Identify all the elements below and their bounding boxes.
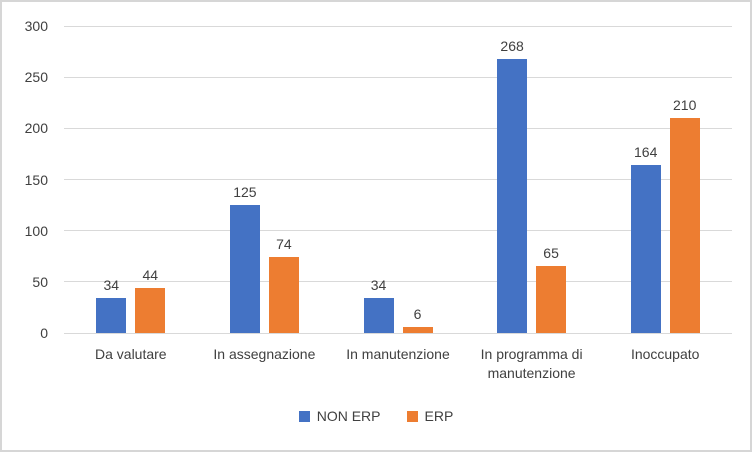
legend-swatch-non-erp [298, 410, 310, 422]
bar-non-erp-in-assegnazione [229, 205, 260, 333]
bar-non-erp-in-manutenzione [363, 298, 394, 333]
data-label-erp-inoccupato: 210 [673, 97, 697, 114]
y-axis-tick-200: 200 [24, 120, 48, 137]
data-label-non-erp-da-valutare: 34 [103, 277, 120, 294]
data-label-erp-in-programma-di-manutenzione: 65 [543, 245, 559, 262]
gridline-0 [64, 332, 732, 334]
data-label-non-erp-in-programma-di-manutenzione: 268 [500, 37, 524, 54]
data-label-non-erp-in-assegnazione: 125 [233, 184, 257, 201]
gridline-250 [64, 76, 732, 78]
category-label-in-assegnazione: In assegnazione [213, 346, 316, 362]
gridline-100 [64, 230, 732, 232]
bar-erp-in-assegnazione [268, 257, 299, 333]
legend-label-non-erp: NON ERP [316, 408, 381, 424]
gridline-150 [64, 179, 732, 180]
y-axis-tick-150: 150 [24, 171, 48, 188]
category-label-in-programma-di-manutenzione: In programma di manutenzione [480, 346, 583, 381]
bar-non-erp-in-programma-di-manutenzione [497, 58, 528, 333]
legend-item-non-erp: NON ERP [298, 408, 381, 424]
y-axis-tick-0: 0 [40, 325, 48, 341]
legend-item-erp: ERP [406, 408, 454, 424]
data-label-non-erp-inoccupato: 164 [634, 144, 658, 161]
bar-erp-da-valutare [135, 287, 166, 333]
category-label-da-valutare: Da valutare [95, 346, 167, 362]
y-axis-tick-100: 100 [24, 222, 48, 239]
gridline-200 [64, 127, 732, 129]
legend: NON ERP ERP [2, 408, 750, 424]
bar-non-erp-da-valutare [96, 298, 127, 333]
y-axis-tick-250: 250 [24, 69, 48, 86]
category-label-in-manutenzione: In manutenzione [346, 346, 450, 362]
y-axis-tick-50: 50 [32, 273, 48, 290]
bar-non-erp-inoccupato [630, 165, 661, 333]
data-label-non-erp-in-manutenzione: 34 [370, 277, 387, 294]
gridline-300 [64, 25, 732, 27]
gridline-50 [64, 281, 732, 283]
bar-erp-inoccupato [669, 118, 700, 333]
bar-erp-in-manutenzione [402, 326, 433, 333]
data-label-erp-in-assegnazione: 74 [276, 236, 292, 253]
category-label-inoccupato: Inoccupato [630, 346, 700, 362]
data-label-erp-da-valutare: 44 [142, 266, 159, 283]
data-label-erp-in-manutenzione: 6 [413, 305, 422, 322]
legend-label-erp: ERP [424, 408, 454, 424]
y-axis-tick-300: 300 [24, 18, 48, 34]
legend-swatch-erp [406, 410, 418, 422]
bar-erp-in-programma-di-manutenzione [536, 266, 567, 333]
